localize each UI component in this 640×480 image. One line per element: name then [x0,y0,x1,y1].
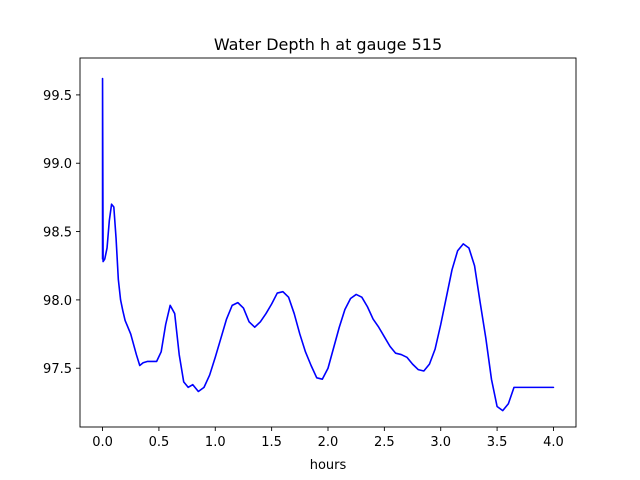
y-tick-label: 98.5 [43,226,72,241]
ticks: 0.0 0.5 1.0 1.5 2.0 2.5 3.0 3.5 4.0 97.5 98.0 98.5 9… [43,89,564,450]
x-tick-label: 3.0 [430,435,451,450]
plot-frame [79,57,577,428]
y-tick-label: 98.0 [43,294,72,309]
x-axis-label: hours [310,458,347,473]
x-tick-label: 3.5 [487,435,508,450]
series-line-1 [101,77,555,412]
x-tick-label: 2.0 [318,435,339,450]
chart-title: Water Depth h at gauge 515 [214,35,442,54]
x-tick-label: 2.5 [374,435,395,450]
plot-area [79,57,577,428]
y-tick-label: 97.5 [43,362,72,377]
y-tick-label: 99.5 [43,89,72,104]
x-tick-label: 4.0 [543,435,564,450]
x-tick-label: 0.5 [149,435,170,450]
x-tick-label: 1.5 [261,435,282,450]
x-tick-label: 1.0 [205,435,226,450]
y-tick-label: 99.0 [43,157,72,172]
x-tick-label: 0.0 [92,435,113,450]
